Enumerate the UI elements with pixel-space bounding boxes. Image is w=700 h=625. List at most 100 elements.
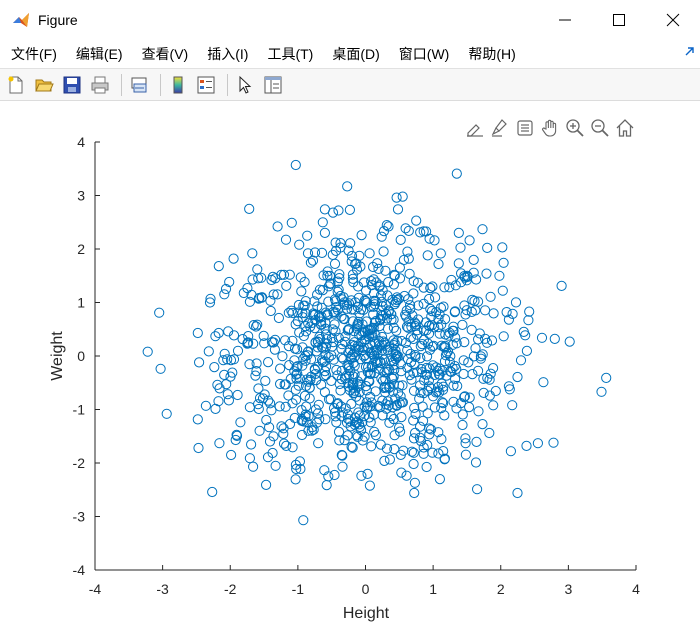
data-tips-button[interactable] bbox=[464, 117, 486, 139]
scatter-point bbox=[376, 310, 387, 321]
x-tick-label: 0 bbox=[362, 581, 370, 597]
scatter-point bbox=[339, 314, 350, 325]
home-button[interactable] bbox=[614, 117, 636, 139]
menu-tools[interactable]: 工具(T) bbox=[267, 46, 314, 62]
scatter-point bbox=[292, 361, 303, 372]
scatter-point bbox=[314, 414, 325, 425]
new-figure-button[interactable] bbox=[4, 73, 28, 97]
scatter-point bbox=[482, 242, 493, 253]
scatter-point bbox=[404, 370, 415, 381]
menu-view[interactable]: 查看(V) bbox=[141, 46, 189, 62]
x-ticks: -4 -3 -2 -1 0 1 2 3 4 bbox=[89, 565, 640, 597]
figure-canvas[interactable]: -4 -3 -2 -1 0 1 2 3 4 -4 -3 -2 -1 0 1 2 3 4 Height Weigh… bbox=[0, 101, 700, 625]
scatter-point bbox=[320, 370, 332, 381]
scatter-point bbox=[425, 383, 436, 394]
menu-window[interactable]: 窗口(W) bbox=[398, 46, 450, 62]
zoom-out-button[interactable] bbox=[589, 117, 611, 139]
scatter-point bbox=[278, 438, 290, 449]
scatter-point bbox=[468, 254, 479, 265]
maximize-button[interactable] bbox=[592, 0, 646, 40]
scatter-point bbox=[280, 401, 291, 412]
scatter-point bbox=[329, 308, 340, 319]
scatter-point bbox=[411, 215, 422, 226]
scatter-point bbox=[373, 263, 384, 274]
property-inspector-button[interactable] bbox=[261, 73, 285, 97]
scatter-point bbox=[386, 411, 397, 422]
scatter-point bbox=[351, 264, 363, 275]
scatter-point bbox=[421, 461, 432, 473]
scatter-point bbox=[429, 235, 440, 246]
menu-insert[interactable]: 插入(I) bbox=[207, 46, 249, 62]
edit-plot-icon bbox=[239, 75, 252, 94]
scatter-point bbox=[426, 306, 438, 317]
minimize-button[interactable] bbox=[538, 0, 592, 40]
scatter-point bbox=[434, 474, 445, 485]
y-tick-label: 2 bbox=[77, 241, 85, 257]
scatter-point bbox=[342, 181, 353, 192]
insert-legend-button[interactable] bbox=[194, 73, 218, 97]
scatter-point bbox=[200, 400, 211, 411]
scatter-point bbox=[205, 293, 216, 304]
scatter-point bbox=[425, 424, 437, 435]
scatter-point bbox=[264, 436, 276, 447]
scatter-point bbox=[326, 375, 337, 386]
scatter-point bbox=[459, 392, 470, 403]
scatter-point bbox=[291, 394, 302, 405]
y-tick-label: -2 bbox=[73, 455, 86, 471]
scatter-point bbox=[362, 401, 374, 412]
pan-button[interactable] bbox=[539, 117, 561, 139]
menu-desktop[interactable]: 桌面(D) bbox=[332, 46, 380, 62]
maximize-icon bbox=[613, 14, 625, 26]
print-button[interactable] bbox=[88, 73, 112, 97]
scatter-point bbox=[350, 258, 361, 270]
scatter-point bbox=[457, 419, 468, 431]
scatter-point bbox=[214, 383, 225, 394]
scatter-point bbox=[449, 361, 460, 372]
scatter-point bbox=[268, 431, 279, 442]
export-button[interactable] bbox=[514, 117, 536, 139]
menu-help[interactable]: 帮助(H) bbox=[468, 46, 516, 62]
scatter-point bbox=[409, 402, 420, 413]
scatter-point bbox=[326, 350, 337, 361]
scatter-point bbox=[408, 288, 419, 299]
zoom-in-button[interactable] bbox=[564, 117, 586, 139]
scatter-point bbox=[364, 480, 375, 491]
edit-plot-button[interactable] bbox=[233, 73, 257, 97]
scatter-point bbox=[403, 225, 414, 236]
scatter-point bbox=[313, 438, 324, 449]
scatter-point bbox=[451, 403, 462, 414]
scatter-point bbox=[470, 305, 481, 316]
scatter-point bbox=[359, 431, 370, 442]
scatter-point bbox=[265, 398, 276, 409]
insert-colorbar-button[interactable] bbox=[166, 73, 190, 97]
scatter-point bbox=[360, 381, 372, 392]
scatter-point bbox=[409, 487, 420, 499]
scatter-point bbox=[330, 326, 341, 337]
menu-edit[interactable]: 编辑(E) bbox=[75, 46, 123, 62]
open-file-button[interactable] bbox=[32, 73, 56, 97]
x-tick-label: -2 bbox=[224, 581, 237, 597]
scatter-point bbox=[470, 457, 482, 468]
dock-arrow-icon[interactable] bbox=[684, 46, 696, 58]
scatter-point bbox=[421, 369, 432, 380]
scatter-point bbox=[345, 365, 356, 376]
scatter-point bbox=[461, 305, 472, 316]
scatter-point bbox=[278, 428, 289, 439]
scatter-point bbox=[228, 330, 240, 341]
close-button[interactable] bbox=[646, 0, 700, 40]
save-button[interactable] bbox=[60, 73, 84, 97]
scatter-point bbox=[302, 347, 313, 358]
scatter-plot[interactable]: -4 -3 -2 -1 0 1 2 3 4 -4 -3 -2 -1 0 1 2 3 4 Height Weigh… bbox=[0, 101, 700, 625]
figure-toolbar bbox=[0, 69, 700, 101]
scatter-point bbox=[294, 239, 305, 250]
scatter-point bbox=[504, 384, 515, 395]
scatter-point bbox=[401, 321, 413, 332]
link-plot-button[interactable] bbox=[127, 73, 151, 97]
menu-file[interactable]: 文件(F) bbox=[11, 46, 57, 62]
scatter-point bbox=[287, 307, 298, 319]
scatter-point bbox=[335, 238, 346, 249]
scatter-point bbox=[312, 408, 324, 419]
scatter-point bbox=[292, 368, 303, 379]
brush-button[interactable] bbox=[489, 117, 511, 139]
scatter-point bbox=[433, 448, 444, 459]
